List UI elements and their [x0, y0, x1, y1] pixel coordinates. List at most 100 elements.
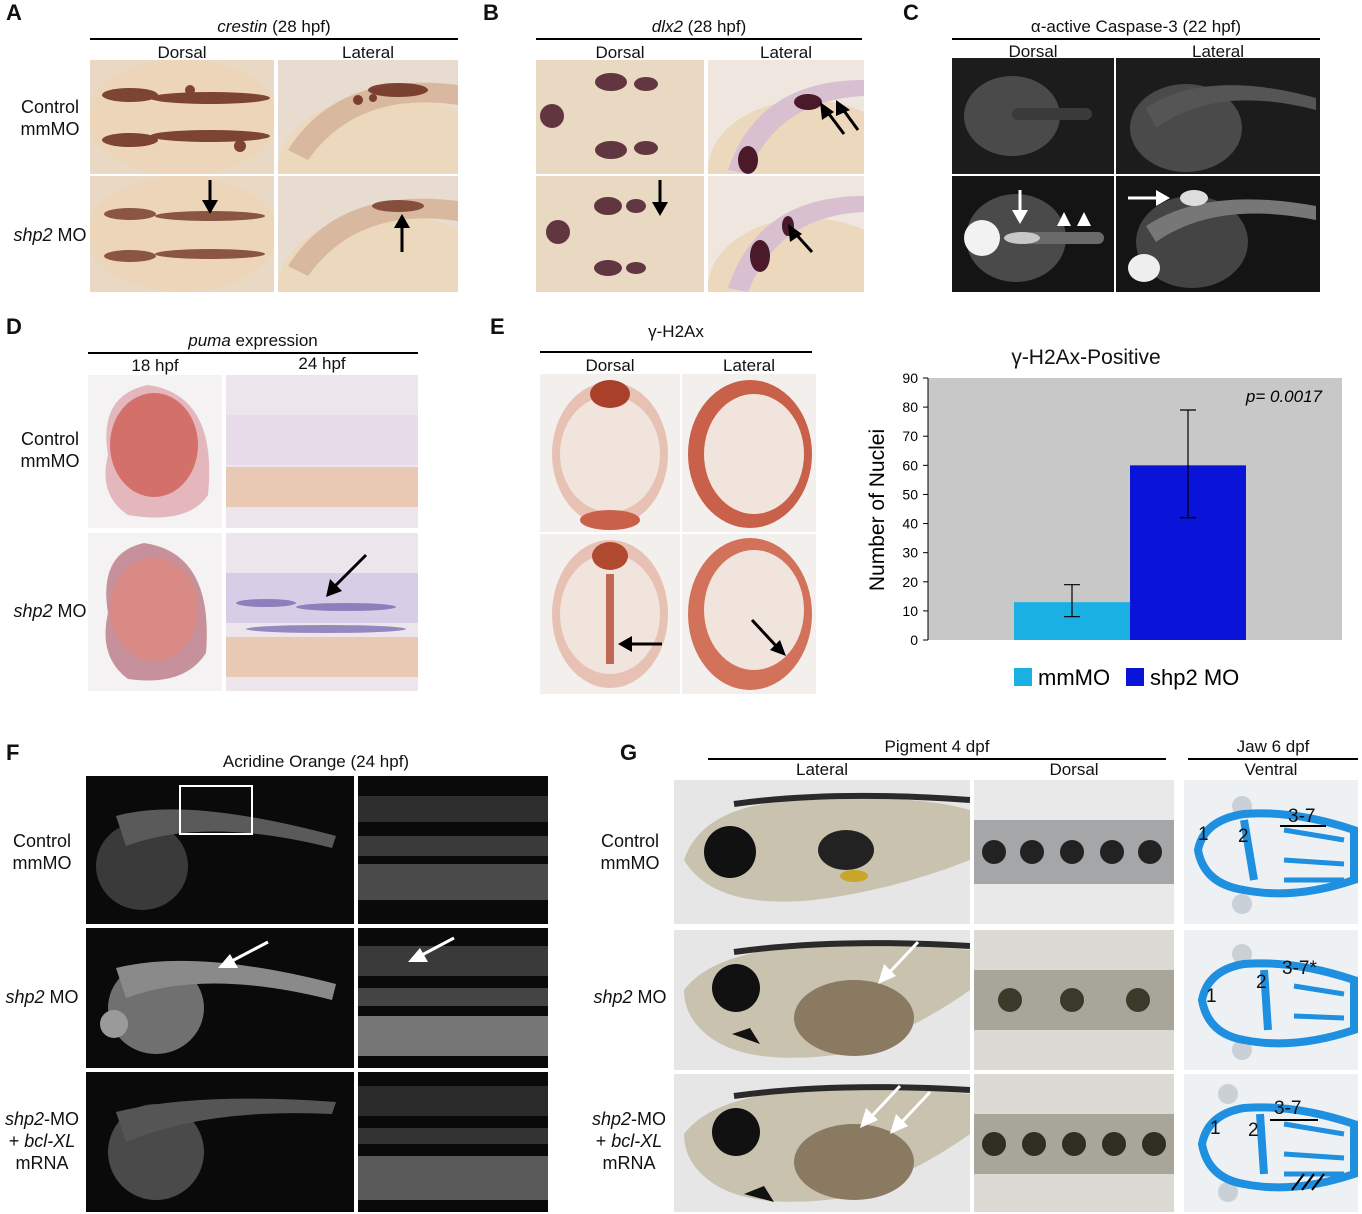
panel-b-title: dlx2 (28 hpf) [651, 17, 747, 36]
image-a-control-dorsal [90, 60, 274, 174]
row-label-shp2: shp2 MO [13, 225, 87, 245]
image-e-control-lateral [682, 374, 816, 532]
image-d-control-18hpf [88, 375, 222, 528]
image-g-rescue-lateral [674, 1074, 970, 1212]
y-tick-label: 90 [902, 370, 918, 386]
chart-title: γ-H2Ax-Positive [1011, 346, 1161, 369]
panel-a-col-lateral: Lateral [342, 43, 394, 62]
row-label-rescue-f: shp2-MO + bcl-XL mRNA [4, 1109, 80, 1173]
image-c-shp2-dorsal [952, 176, 1114, 292]
image-d-shp2-24hpf [226, 533, 418, 691]
y-tick-label: 70 [902, 428, 918, 444]
image-d-shp2-18hpf [88, 533, 222, 691]
panel-d-col-18hpf: 18 hpf [131, 356, 179, 375]
image-g-shp2-jaw [1184, 930, 1358, 1070]
image-e-shp2-lateral [682, 534, 816, 694]
image-c-shp2-lateral [1116, 176, 1320, 292]
panel-a-rule [90, 38, 458, 40]
panel-b-rule [536, 38, 862, 40]
image-c-control-dorsal [952, 58, 1114, 174]
panel-c-title: α-active Caspase-3 (22 hpf) [1030, 17, 1242, 36]
panel-c-col-lateral: Lateral [1192, 42, 1244, 61]
image-f-control-whole [86, 776, 354, 924]
image-g-control-dorsal [974, 780, 1174, 924]
image-b-control-dorsal [536, 60, 704, 174]
panel-d-rule [88, 352, 418, 354]
jaw-label-r3-1: 1 [1210, 1118, 1221, 1139]
panel-label-d: D [6, 314, 22, 339]
image-d-control-24hpf [226, 375, 418, 528]
panel-c-col-dorsal: Dorsal [1008, 42, 1058, 61]
image-g-shp2-lateral [674, 930, 970, 1070]
panel-label-e: E [490, 314, 505, 339]
y-tick-label: 20 [902, 574, 918, 590]
panel-e-rule [540, 351, 812, 353]
image-c-control-lateral [1116, 58, 1320, 174]
y-tick-label: 30 [902, 545, 918, 561]
panel-g-rule-pigment [708, 758, 1166, 760]
chart-y-label: Number of Nuclei [866, 429, 889, 591]
row-label-shp2-d: shp2 MO [13, 601, 87, 621]
panel-e-col-dorsal: Dorsal [585, 356, 635, 375]
jaw-label-r1-2: 2 [1238, 826, 1249, 847]
legend-swatch [1126, 668, 1144, 686]
image-a-control-lateral [278, 60, 458, 174]
row-label-control-g: Control mmMO [600, 831, 660, 873]
panel-g-group-jaw: Jaw 6 dpf [1236, 737, 1310, 756]
panel-label-b: B [483, 0, 499, 25]
panel-d-col-24hpf: 24 hpf [298, 354, 346, 373]
panel-label-f: F [6, 740, 20, 765]
y-tick-label: 80 [902, 399, 918, 415]
jaw-label-r1-3: 3-7 [1288, 806, 1316, 827]
chart-annotation: p= 0.0017 [1245, 387, 1323, 406]
panel-label-g: G [620, 740, 638, 765]
panel-a-col-dorsal: Dorsal [157, 43, 207, 62]
error-bar [1180, 409, 1196, 519]
y-tick-label: 60 [902, 457, 918, 473]
image-b-shp2-lateral [708, 176, 864, 292]
panel-g-col-lateral: Lateral [796, 760, 848, 779]
image-a-shp2-dorsal [90, 176, 274, 292]
panel-c-rule [952, 38, 1320, 40]
panel-b-col-lateral: Lateral [760, 43, 812, 62]
image-g-shp2-dorsal [974, 930, 1174, 1070]
panel-g-rule-jaw [1188, 758, 1358, 760]
image-b-control-lateral [708, 60, 864, 174]
panel-f-title: Acridine Orange (24 hpf) [222, 752, 410, 771]
row-label-shp2-f: shp2 MO [5, 987, 79, 1007]
chart-gamma-h2ax: 0 10 20 30 40 50 60 70 80 90 Number of Nuclei p= … [866, 370, 1342, 690]
jaw-label-r3-2: 2 [1248, 1120, 1259, 1141]
image-f-rescue-zoom [358, 1072, 548, 1212]
legend-swatch [1014, 668, 1032, 686]
image-f-rescue-whole [86, 1072, 354, 1212]
panel-b-col-dorsal: Dorsal [595, 43, 645, 62]
image-g-control-jaw [1184, 780, 1358, 924]
image-a-shp2-lateral [278, 176, 458, 292]
panel-g-col-ventral: Ventral [1244, 760, 1298, 779]
image-e-control-dorsal [540, 374, 680, 532]
chart-bars [1014, 409, 1246, 640]
panel-e-title: γ-H2Ax [648, 322, 704, 341]
chart-y-axis: 0 10 20 30 40 50 60 70 80 90 [902, 370, 929, 648]
panel-a-title: crestin (28 hpf) [217, 17, 331, 36]
row-label-rescue-g: shp2-MO + bcl-XL mRNA [591, 1109, 667, 1173]
panel-g-group-pigment: Pigment 4 dpf [884, 737, 990, 756]
legend-label: shp2 MO [1150, 665, 1239, 690]
image-g-rescue-jaw [1184, 1074, 1358, 1212]
row-label-shp2-g: shp2 MO [593, 987, 667, 1007]
error-bar [1064, 584, 1080, 618]
panel-e-col-lateral: Lateral [723, 356, 775, 375]
image-f-shp2-whole [86, 928, 354, 1068]
panel-g-col-dorsal: Dorsal [1049, 760, 1099, 779]
panel-label-c: C [903, 0, 919, 25]
image-e-shp2-dorsal [540, 534, 680, 694]
chart-legend: mmMO shp2 MO [1014, 665, 1239, 690]
panel-d-title: puma expression [188, 331, 318, 350]
jaw-label-r2-1: 1 [1206, 986, 1217, 1007]
jaw-label-r2-3: 3-7* [1282, 958, 1317, 979]
jaw-label-r1-1: 1 [1198, 824, 1209, 845]
y-tick-label: 40 [902, 516, 918, 532]
image-g-control-lateral [674, 780, 970, 924]
row-label-control-f: Control mmMO [12, 831, 72, 873]
image-b-shp2-dorsal [536, 176, 704, 292]
